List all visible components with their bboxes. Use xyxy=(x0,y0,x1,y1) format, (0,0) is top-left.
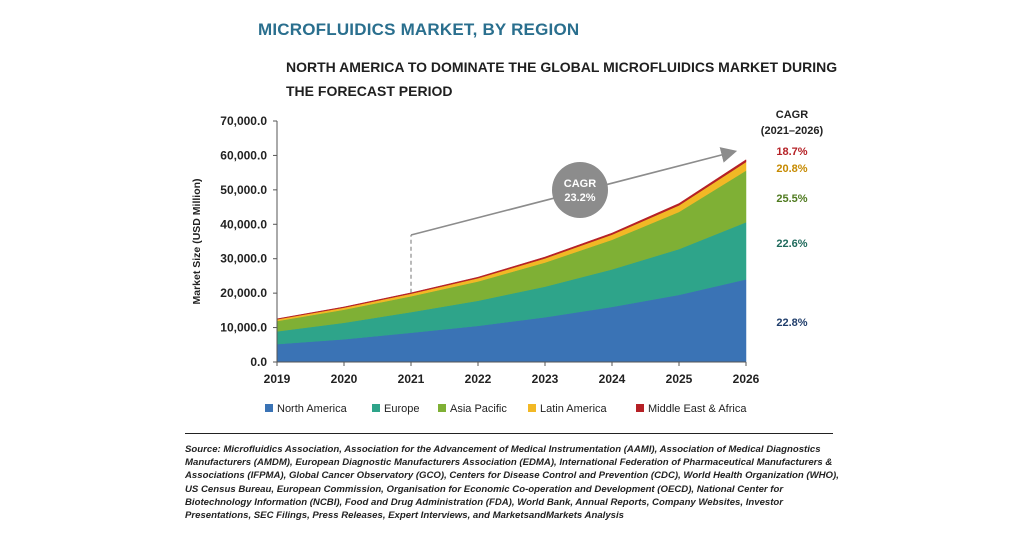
cagr-value-middle-east-and-africa: 18.7% xyxy=(776,146,807,158)
x-tick-label: 2023 xyxy=(532,372,559,386)
y-tick-label: 60,000.0 xyxy=(220,148,267,162)
cagr-bubble xyxy=(552,162,608,218)
legend-swatch-middle-east-and-africa xyxy=(636,404,644,412)
chart-subtitle: NORTH AMERICA TO DOMINATE THE GLOBAL MIC… xyxy=(286,59,838,99)
y-tick-label: 20,000.0 xyxy=(220,286,267,300)
cagr-bubble-value: 23.2% xyxy=(564,192,595,204)
cagr-value-asia-pacific: 25.5% xyxy=(776,193,807,205)
x-tick-label: 2026 xyxy=(733,372,760,386)
cagr-value-north-america: 22.8% xyxy=(776,317,807,329)
legend-label-latin-america: Latin America xyxy=(540,403,608,415)
legend-label-europe: Europe xyxy=(384,403,419,415)
x-tick-label: 2024 xyxy=(599,372,626,386)
legend-swatch-europe xyxy=(372,404,380,412)
legend-swatch-latin-america xyxy=(528,404,536,412)
area-series-group xyxy=(276,159,747,363)
x-tick-label: 2019 xyxy=(264,372,291,386)
cagr-bubble-label: CAGR xyxy=(564,178,596,190)
y-axis-label: Market Size (USD Million) xyxy=(191,178,203,304)
chart-title: MICROFLUIDICS MARKET, BY REGION xyxy=(258,20,580,39)
axes-group: 0.0 10,000.0 20,000.0 30,000.0 40,000.0 50,00… xyxy=(191,114,760,386)
y-tick-label: 70,000.0 xyxy=(220,114,267,128)
legend-label-asia-pacific: Asia Pacific xyxy=(450,403,507,415)
source-note: Source: Microfluidics Association, Assoc… xyxy=(185,444,839,522)
cagr-value-latin-america: 20.8% xyxy=(776,163,807,175)
cagr-column-period: (2021–2026) xyxy=(761,125,824,137)
y-tick-label: 50,000.0 xyxy=(220,183,267,197)
stacked-area-chart: 0.0 10,000.0 20,000.0 30,000.0 40,000.0 50,00… xyxy=(191,109,824,415)
y-tick-label: 40,000.0 xyxy=(220,217,267,231)
legend-swatch-north-america xyxy=(265,404,273,412)
x-tick-label: 2025 xyxy=(666,372,693,386)
area-middle-east-and-africa xyxy=(276,159,747,320)
legend-swatch-asia-pacific xyxy=(438,404,446,412)
cagr-value-europe: 22.6% xyxy=(776,238,807,250)
legend-label-north-america: North America xyxy=(277,403,348,415)
cagr-column-header: CAGR xyxy=(776,109,808,121)
x-tick-label: 2020 xyxy=(331,372,358,386)
x-tick-label: 2021 xyxy=(398,372,425,386)
y-tick-label: 10,000.0 xyxy=(220,321,267,335)
legend: North America Europe Asia Pacific Latin Ame… xyxy=(265,403,747,415)
annotation-group: CAGR 23.2% xyxy=(410,147,738,293)
source-divider xyxy=(185,433,833,434)
cagr-column: CAGR (2021–2026) 22.8% 22.6% 25.5% 20.8% 18.7% xyxy=(761,109,824,329)
x-tick-label: 2022 xyxy=(465,372,492,386)
y-tick-label: 30,000.0 xyxy=(220,252,267,266)
legend-label-middle-east-and-africa: Middle East & Africa xyxy=(648,403,747,415)
y-tick-label: 0.0 xyxy=(250,355,267,369)
